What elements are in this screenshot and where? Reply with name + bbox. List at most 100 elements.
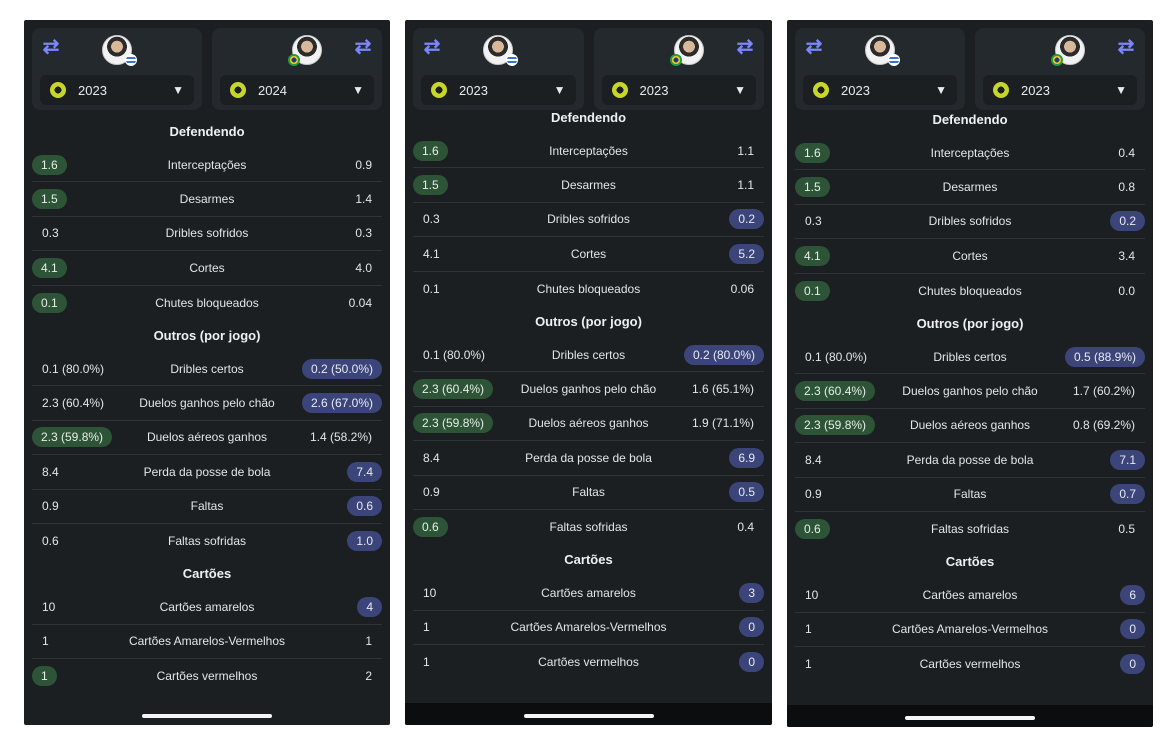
left-value: 1.5 — [795, 177, 830, 198]
season-dropdown[interactable]: 2023 ▼ — [803, 75, 957, 105]
swap-player-icon[interactable]: ⇄ — [1117, 36, 1135, 58]
stat-label: Cartões Amarelos-Vermelhos — [510, 620, 667, 635]
stat-row: 0.1 (80.0%) Dribles certos 0.2 (50.0%) — [32, 352, 382, 387]
left-value-cell: 1.5 — [413, 175, 453, 196]
player-card-right[interactable]: ⇄ 2024 ▼ — [212, 28, 382, 110]
right-value: 0.0 — [1118, 283, 1135, 298]
left-value-cell: 0.1 — [413, 279, 453, 299]
stat-row: 1.5 Desarmes 1.1 — [413, 168, 764, 203]
left-value-cell: 1 — [32, 631, 72, 651]
player-card-left[interactable]: ⇄ 2023 ▼ — [32, 28, 202, 110]
right-value-cell: 1.1 — [724, 175, 764, 195]
stat-row: 0.6 Faltas sofridas 0.4 — [413, 510, 764, 544]
right-value: 5.2 — [729, 243, 764, 264]
stat-row: 0.1 Chutes bloqueados 0.04 — [32, 286, 382, 320]
season-dropdown[interactable]: 2023 ▼ — [983, 75, 1137, 105]
left-value: 8.4 — [423, 450, 440, 465]
right-value-cell: 1.1 — [724, 141, 764, 161]
season-dropdown[interactable]: 2023 ▼ — [601, 75, 756, 105]
comparison-screen-1: ⇄ 2023 ▼ ⇄ 2024 ▼ Defendendo 1.6 Interceptações 0… — [24, 20, 390, 725]
right-value-cell: 0.3 — [342, 223, 382, 243]
league-trophy-icon — [993, 82, 1009, 98]
right-value: 7.4 — [347, 461, 382, 482]
player-avatar[interactable] — [865, 35, 895, 65]
right-value-cell: 0.8 (69.2%) — [1063, 415, 1145, 435]
stat-label: Cartões vermelhos — [156, 669, 258, 684]
left-value-cell: 0.6 — [32, 531, 72, 551]
section-title: Defendendo — [550, 110, 627, 125]
right-value: 0.8 (69.2%) — [1072, 418, 1135, 433]
left-value: 2.3 (59.8%) — [795, 415, 876, 436]
right-value: 0 — [1120, 654, 1145, 675]
left-value: 1.6 — [795, 142, 830, 163]
chevron-down-icon[interactable]: ▼ — [734, 83, 746, 97]
right-value-cell: 0.06 — [721, 279, 764, 299]
right-value-cell: 6 — [1105, 584, 1145, 605]
left-value-cell: 2.3 (59.8%) — [795, 415, 876, 436]
stat-label: Perda da posse de bola — [525, 450, 652, 465]
right-value: 0.4 — [1118, 145, 1135, 160]
right-value: 1.1 — [737, 143, 754, 158]
stat-label: Interceptações — [549, 143, 628, 158]
chevron-down-icon[interactable]: ▼ — [553, 83, 566, 97]
swap-player-icon[interactable]: ⇄ — [423, 36, 441, 58]
season-dropdown[interactable]: 2024 ▼ — [220, 75, 374, 105]
chevron-down-icon[interactable]: ▼ — [935, 83, 947, 97]
right-value: 1.1 — [737, 178, 754, 193]
left-value: 0.9 — [42, 499, 59, 514]
left-value: 1 — [423, 620, 430, 635]
section-title: Defendendo — [932, 112, 1008, 127]
chevron-down-icon[interactable]: ▼ — [172, 83, 184, 97]
swap-player-icon[interactable]: ⇄ — [736, 36, 754, 58]
right-value-cell: 0.5 (88.9%) — [1064, 346, 1145, 367]
right-value-cell: 0.4 — [724, 517, 764, 537]
swap-player-icon[interactable]: ⇄ — [354, 36, 372, 58]
right-value: 0.5 — [729, 482, 764, 503]
stat-label: Dribles sofridos — [547, 212, 630, 227]
stat-row: 4.1 Cortes 4.0 — [32, 251, 382, 286]
left-value-cell: 1 — [795, 654, 835, 674]
left-value: 0.1 (80.0%) — [42, 361, 105, 376]
right-value-cell: 1.9 (71.1%) — [682, 413, 764, 433]
right-value: 0.9 — [355, 157, 372, 172]
stat-row: 1 Cartões Amarelos-Vermelhos 1 — [32, 625, 382, 660]
country-flag-icon — [506, 54, 518, 66]
stat-row: 0.1 (80.0%) Dribles certos 0.5 (88.9%) — [795, 340, 1145, 375]
player-card-right[interactable]: ⇄ 2023 ▼ — [975, 28, 1145, 110]
right-value-cell: 0.9 — [342, 155, 382, 175]
stat-row: 2.3 (59.8%) Duelos aéreos ganhos 1.4 (58.2… — [32, 421, 382, 456]
season-dropdown[interactable]: 2023 ▼ — [421, 75, 576, 105]
swap-player-icon[interactable]: ⇄ — [42, 36, 60, 58]
chevron-down-icon[interactable]: ▼ — [352, 83, 364, 97]
stat-row: 0.3 Dribles sofridos 0.2 — [413, 203, 764, 238]
swap-player-icon[interactable]: ⇄ — [805, 36, 823, 58]
left-value: 0.3 — [805, 214, 822, 229]
right-value-cell: 4.0 — [342, 258, 382, 278]
right-value: 0.2 — [729, 209, 764, 230]
right-value-cell: 0.5 — [724, 482, 764, 503]
left-value: 0.3 — [42, 226, 59, 241]
player-card-right[interactable]: ⇄ 2023 ▼ — [593, 28, 764, 110]
league-trophy-icon — [813, 82, 829, 98]
player-avatar[interactable] — [102, 35, 132, 65]
left-value-cell: 8.4 — [32, 462, 72, 482]
stat-row: 1.6 Interceptações 1.1 — [413, 134, 764, 169]
stat-row: 0.9 Faltas 0.7 — [795, 478, 1145, 512]
left-value: 8.4 — [805, 452, 822, 467]
season-dropdown[interactable]: 2023 ▼ — [40, 75, 194, 105]
left-value-cell: 0.1 (80.0%) — [413, 345, 495, 365]
stat-row: 1.6 Interceptações 0.4 — [795, 136, 1145, 171]
right-value-cell: 0.2 — [1105, 211, 1145, 232]
player-card-left[interactable]: ⇄ 2023 ▼ — [413, 28, 584, 110]
stat-row: 10 Cartões amarelos 3 — [413, 576, 764, 611]
season-year: 2023 — [459, 82, 488, 98]
stat-label: Cartões amarelos — [922, 587, 1018, 602]
section-title: Cartões — [564, 552, 613, 568]
player-card-left[interactable]: ⇄ 2023 ▼ — [795, 28, 965, 110]
left-value-cell: 4.1 — [795, 245, 835, 266]
right-value: 0.3 — [355, 226, 372, 241]
chevron-down-icon[interactable]: ▼ — [1115, 83, 1127, 97]
left-value-cell: 10 — [32, 597, 72, 617]
left-value-cell: 2.3 (59.8%) — [413, 413, 494, 434]
right-value-cell: 0.2 — [724, 209, 764, 230]
